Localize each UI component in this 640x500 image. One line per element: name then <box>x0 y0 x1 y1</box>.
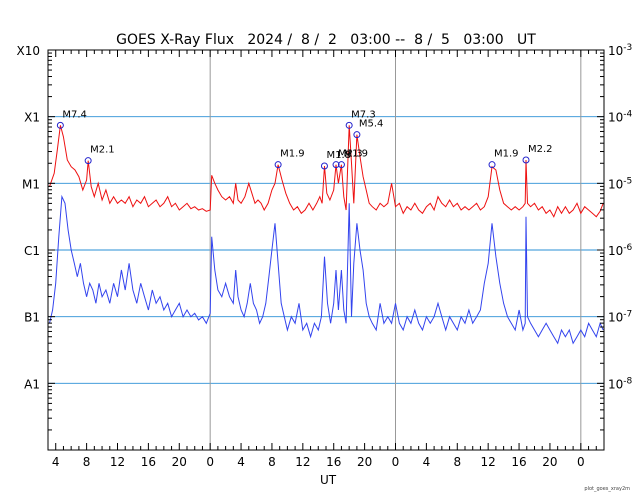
flare-marker <box>353 131 361 139</box>
x-tick-label: 4 <box>423 455 431 469</box>
chart-title: GOES X-Ray Flux 2024 / 8 / 2 03:00 -- 8 … <box>116 32 536 48</box>
right-flux-label: 10-4 <box>608 110 633 125</box>
flare-label: M2.1 <box>90 145 115 156</box>
right-flux-label: 10-6 <box>608 243 633 258</box>
x-tick-label: 16 <box>141 455 156 469</box>
x-tick-label: 0 <box>206 455 214 469</box>
left-class-label: X10 <box>17 44 41 58</box>
x-tick-label: 20 <box>542 455 557 469</box>
x-tick-label: 8 <box>83 455 91 469</box>
x-tick-label: 16 <box>326 455 341 469</box>
left-class-label: C1 <box>24 244 40 258</box>
x-tick-label: 16 <box>511 455 526 469</box>
flare-label: M1.9 <box>280 149 305 160</box>
flare-marker <box>320 162 328 170</box>
series-line-long-wavelength <box>49 125 604 218</box>
flare-marker <box>332 161 340 169</box>
right-flux-label: 10-3 <box>608 43 632 58</box>
flare-marker <box>84 157 92 165</box>
footer-note: plot_goes_xray2m <box>584 486 630 492</box>
flare-label: M7.4 <box>62 109 87 120</box>
x-tick-label: 8 <box>453 455 461 469</box>
x-tick-label: 12 <box>110 455 125 469</box>
flare-label: M7.3 <box>351 109 376 120</box>
right-flux-label: 10-7 <box>608 310 632 325</box>
right-flux-label: 10-8 <box>608 376 633 391</box>
left-class-label: M1 <box>22 177 40 191</box>
flare-label: M2.3 <box>338 149 363 160</box>
x-tick-label: 20 <box>357 455 372 469</box>
right-flux-label: 10-5 <box>608 176 632 191</box>
x-tick-label: 0 <box>577 455 585 469</box>
left-class-label: X1 <box>24 111 40 125</box>
flare-marker <box>488 161 496 169</box>
flare-marker <box>337 161 345 169</box>
x-tick-label: 12 <box>295 455 310 469</box>
x-tick-label: 0 <box>392 455 400 469</box>
x-tick-label: 8 <box>268 455 276 469</box>
flare-label: M2.2 <box>528 144 553 155</box>
series-line-short-wavelength <box>49 194 604 345</box>
flare-marker <box>56 121 64 129</box>
flare-label: M1.9 <box>343 149 368 160</box>
flare-label: M1.9 <box>494 149 519 160</box>
left-class-label: A1 <box>24 377 40 391</box>
flare-marker <box>345 121 353 129</box>
flare-label: M5.4 <box>359 119 384 130</box>
x-tick-label: 20 <box>172 455 187 469</box>
flare-marker <box>274 161 282 169</box>
flare-label: M1.8 <box>326 150 351 161</box>
left-class-label: B1 <box>24 311 40 325</box>
x-tick-label: 4 <box>52 455 60 469</box>
x-axis-label: UT <box>320 473 337 487</box>
x-tick-label: 12 <box>481 455 496 469</box>
flare-marker <box>522 156 530 164</box>
x-tick-label: 4 <box>237 455 245 469</box>
